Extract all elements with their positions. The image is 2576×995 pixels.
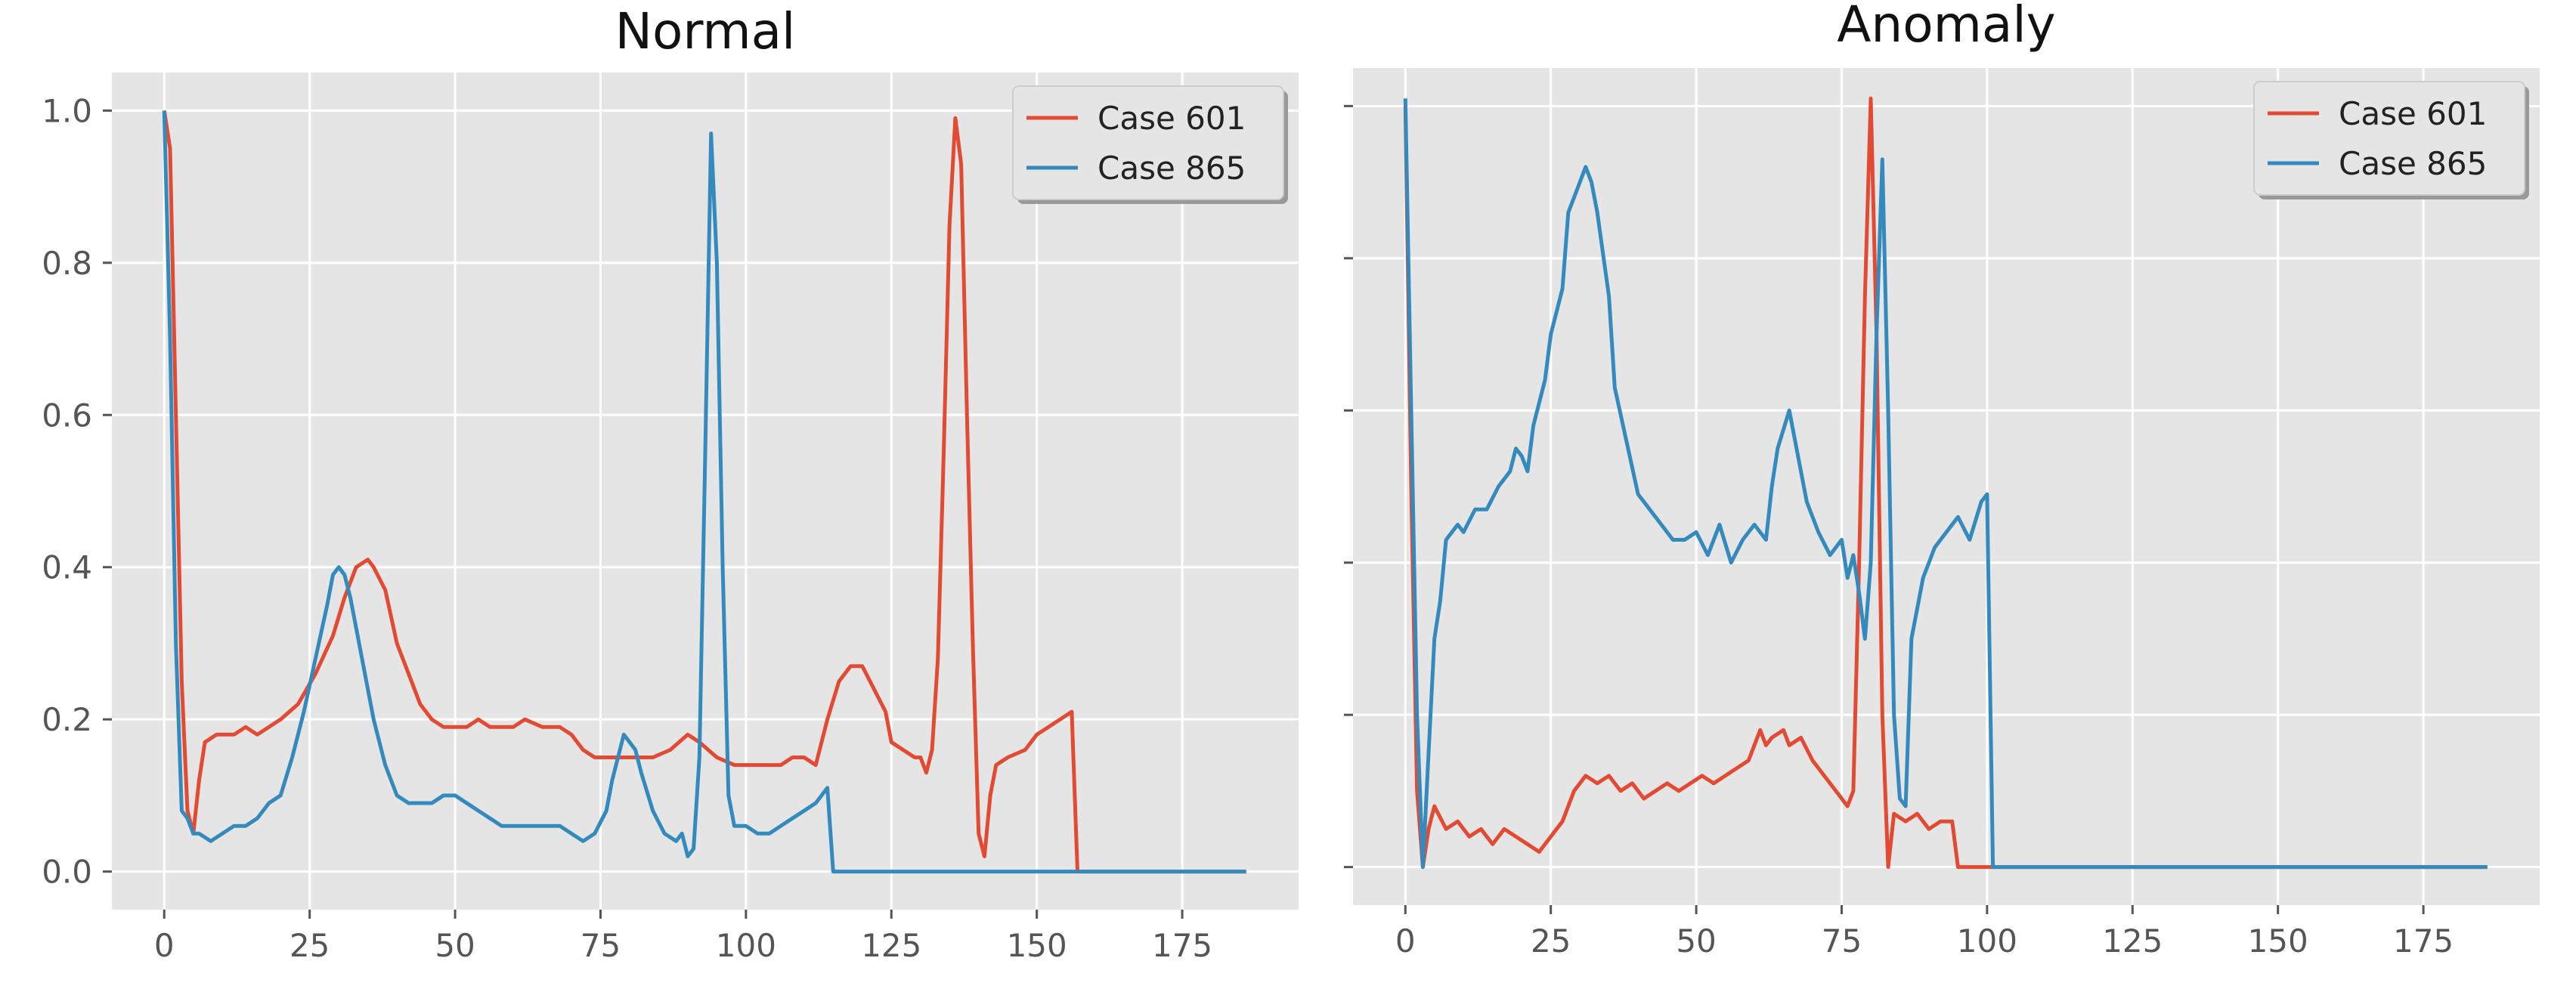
y-tick-label: 0.6 [42, 397, 92, 434]
series-line-case-865 [1403, 98, 2488, 870]
x-tick-label: 150 [2248, 922, 2308, 959]
x-tick-label: 25 [289, 927, 330, 964]
x-tick-label: 125 [2102, 922, 2163, 959]
series-line-case-865 [162, 110, 1246, 874]
x-tick-label: 100 [716, 927, 776, 964]
chart-panel-2: 0 25 50 75 100 125 150 175 Anomaly Case 601 Case 8… [1344, 0, 2540, 959]
y-tick-label: 0.4 [42, 549, 92, 586]
legend-label: Case 601 [1098, 100, 1246, 137]
y-tick-label: 0.0 [42, 854, 92, 891]
x-tick-label: 75 [1822, 922, 1862, 959]
legend-box [1012, 85, 1284, 200]
x-tick-label: 25 [1531, 922, 1571, 959]
x-tick-label: 0 [154, 927, 175, 964]
y-tick-label: 0.8 [42, 245, 92, 282]
y-tick-label: 0.2 [42, 701, 92, 738]
chart-title: Anomaly [1837, 0, 2056, 54]
x-tick-label: 75 [581, 927, 621, 964]
chart-title: Normal [615, 2, 796, 60]
x-tick-label: 175 [2393, 922, 2454, 959]
x-tick-label: 0 [1395, 922, 1416, 959]
x-tick-label: 150 [1007, 927, 1067, 964]
series-line-case-601 [1403, 96, 2488, 870]
x-tick-label: 125 [861, 927, 921, 964]
x-tick-label: 50 [1676, 922, 1716, 959]
legend-box [2253, 81, 2525, 196]
legend-label: Case 865 [1098, 150, 1246, 187]
x-tick-label: 50 [435, 927, 475, 964]
legend-label: Case 601 [2339, 95, 2487, 132]
x-tick-label: 100 [1957, 922, 2017, 959]
x-tick-label: 175 [1152, 927, 1212, 964]
y-tick-label: 1.0 [42, 92, 92, 129]
legend-label: Case 865 [2339, 145, 2487, 182]
chart-panel-1: 0 25 50 75 100 125 150 175 0.0 0.2 0.4 0.6 0.8 1.0 Nor… [42, 2, 1299, 964]
